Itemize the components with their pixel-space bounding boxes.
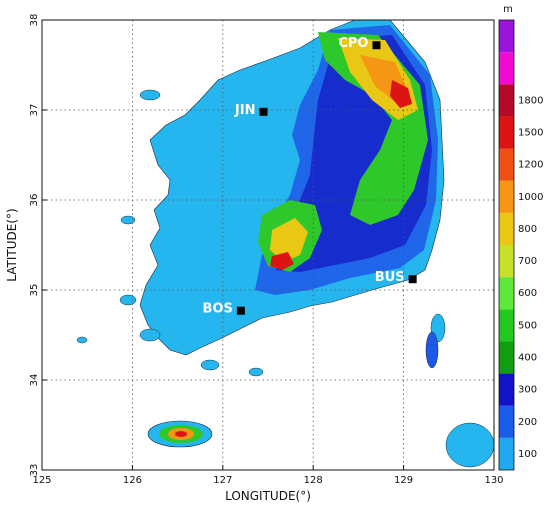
colorbar-segment [499, 52, 514, 85]
lat-tick-label-36: 36 [29, 194, 40, 207]
y-axis-label: LATITUDE(°) [5, 208, 19, 281]
colorbar-segment [499, 309, 514, 342]
colorbar-level-400: 400 [518, 353, 537, 364]
colorbar-segment [499, 116, 514, 149]
colorbar-segment [499, 341, 514, 374]
elevation-colorbar: 100 200 300 400 500 600 700 800 1000 1200 1500 1800 [498, 19, 543, 471]
lon-tick-label-129: 129 [394, 475, 413, 486]
station-markers: JIN CPO BUS BOS [203, 36, 417, 317]
colorbar-level-300: 300 [518, 385, 537, 396]
station-label-bos: BOS [203, 302, 233, 317]
island-southwest-2 [200, 359, 220, 371]
colorbar-level-1500: 1500 [518, 128, 543, 139]
colorbar-level-1800: 1800 [518, 95, 543, 106]
station-marker-cpo [372, 41, 381, 50]
colorbar-level-600: 600 [518, 288, 537, 299]
terrain-layer [76, 20, 494, 468]
colorbar-level-500: 500 [518, 320, 537, 331]
lon-tick-label-130: 130 [484, 475, 503, 486]
island-northwest [139, 89, 161, 101]
colorbar-frame [498, 19, 515, 471]
island-west-1 [120, 215, 136, 225]
colorbar-segment [499, 20, 514, 53]
colorbar-segment [499, 148, 514, 181]
lon-tick-label-125: 125 [32, 475, 51, 486]
station-label-jin: JIN [234, 103, 256, 118]
lat-tick-label-35: 35 [29, 284, 40, 297]
colorbar-level-700: 700 [518, 256, 537, 267]
terrain-peak-south [270, 252, 294, 270]
island-west-2 [76, 336, 88, 344]
colorbar-level-100: 100 [518, 449, 537, 460]
station-marker-bus [408, 275, 417, 284]
lat-tick-label-37: 37 [29, 104, 40, 117]
jeju-peak [175, 431, 187, 437]
island-east-2 [425, 331, 439, 369]
island-southwest-1 [139, 328, 161, 342]
lat-tick-label-33: 33 [29, 464, 40, 477]
island-south [248, 367, 264, 377]
lon-tick-label-128: 128 [304, 475, 323, 486]
terrain-peak-north [390, 80, 412, 108]
island-southeast [445, 422, 494, 468]
terrain-band-800b [270, 218, 308, 262]
colorbar-segment [499, 245, 514, 278]
island-southwest-3 [119, 294, 137, 306]
lat-tick-label-34: 34 [29, 374, 40, 387]
colorbar-level-1000: 1000 [518, 192, 543, 203]
map-grid [42, 20, 494, 470]
x-axis-label: LONGITUDE(°) [225, 489, 311, 503]
colorbar-segment [499, 373, 514, 406]
colorbar-level-200: 200 [518, 417, 537, 428]
colorbar-segment [499, 212, 514, 245]
station-label-bus: BUS [375, 270, 405, 285]
colorbar-segment [499, 405, 514, 438]
station-marker-jin [259, 107, 268, 116]
lat-tick-label-38: 38 [29, 14, 40, 27]
colorbar-segment [499, 84, 514, 117]
station-marker-bos [236, 306, 245, 315]
map-frame [41, 19, 495, 471]
colorbar-segment [499, 437, 514, 470]
colorbar-level-800: 800 [518, 224, 537, 235]
colorbar-level-1200: 1200 [518, 160, 543, 171]
station-label-cpo: CPO [338, 36, 368, 51]
colorbar-segment [499, 277, 514, 310]
lon-tick-label-127: 127 [213, 475, 232, 486]
colorbar-unit: m [503, 4, 513, 15]
lon-tick-label-126: 126 [123, 475, 142, 486]
colorbar-segment [499, 180, 514, 213]
